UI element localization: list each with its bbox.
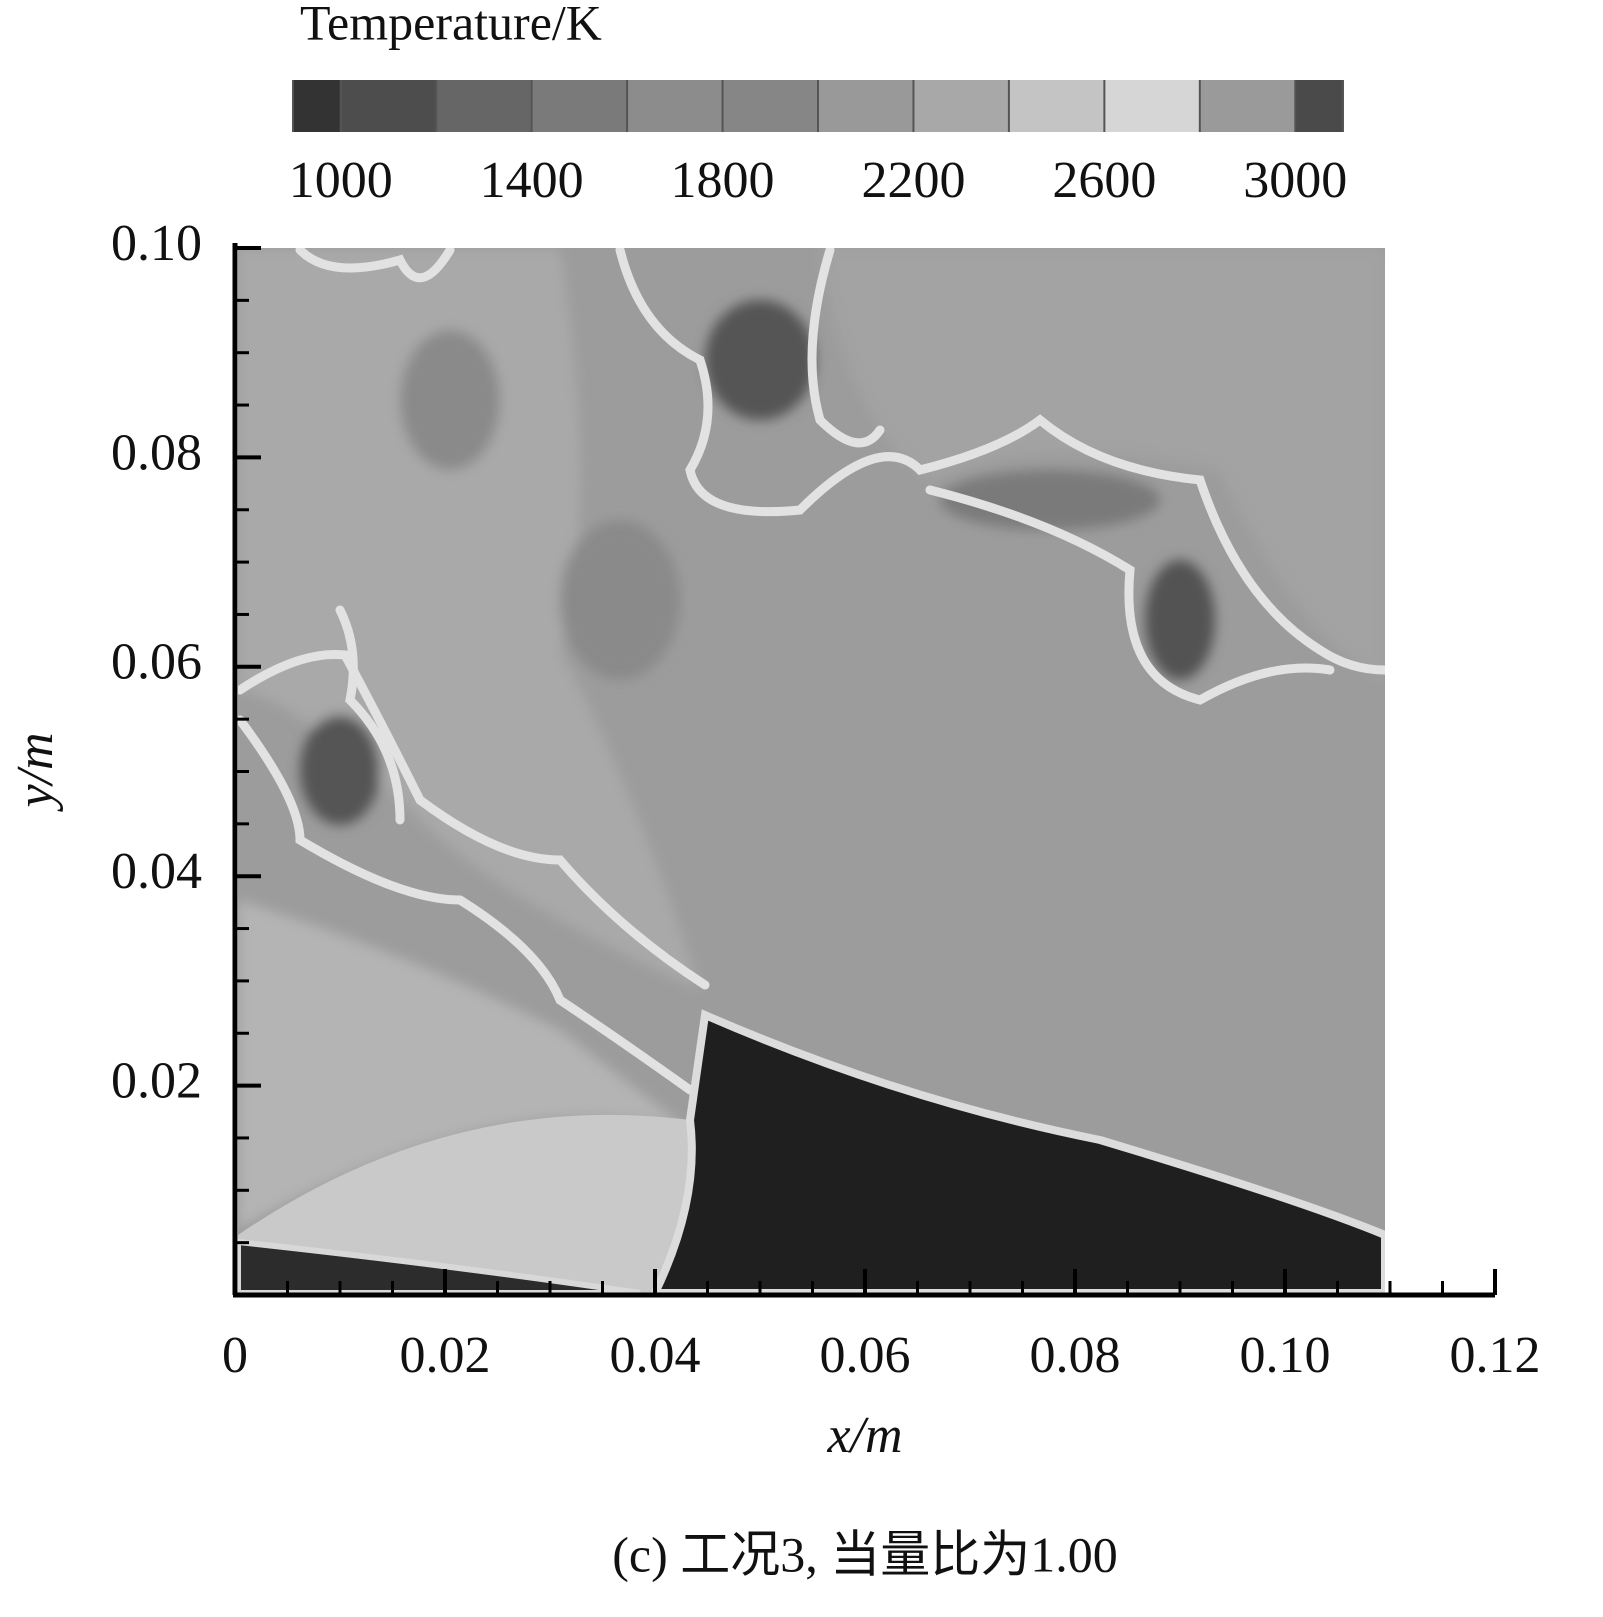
colorbar-band	[531, 80, 628, 132]
colorbar-band	[913, 80, 1009, 132]
x-axis-label: x/m	[826, 1407, 902, 1464]
colorbar-band	[436, 80, 532, 132]
colorbar-tick-label: 2200	[861, 152, 965, 209]
colorbar-band	[340, 80, 437, 132]
y-tick-label: 0.02	[111, 1053, 202, 1110]
colorbar-tick-label: 2600	[1052, 152, 1156, 209]
y-axis-label: y/m	[7, 732, 64, 812]
colorbar-band	[293, 80, 341, 132]
y-tick-label: 0.06	[111, 634, 202, 691]
y-tick-label: 0.08	[111, 424, 202, 481]
colorbar-title: Temperature/K	[300, 0, 602, 50]
colorbar-band	[1199, 80, 1296, 132]
x-tick-label: 0.10	[1240, 1327, 1331, 1384]
colorbar-band	[627, 80, 723, 132]
colorbar-tick-label: 1000	[289, 152, 393, 209]
x-tick-label: 0.06	[820, 1327, 911, 1384]
x-tick-label: 0.04	[610, 1327, 701, 1384]
colorbar: 1000 1400 1800 2200 2600 3000	[289, 80, 1347, 209]
x-tick-label: 0.08	[1030, 1327, 1121, 1384]
colorbar-tick-label: 3000	[1243, 152, 1347, 209]
colorbar-tick-label: 1400	[480, 152, 584, 209]
x-tick-label: 0	[222, 1327, 248, 1384]
colorbar-band	[1008, 80, 1105, 132]
colorbar-band	[1104, 80, 1200, 132]
colorbar-band	[722, 80, 818, 132]
y-tick-label: 0.04	[111, 843, 202, 900]
temperature-field	[238, 248, 1385, 1293]
x-tick-label: 0.02	[400, 1327, 491, 1384]
y-tick-label: 0.10	[111, 215, 202, 272]
colorbar-band	[818, 80, 914, 132]
caption: (c) 工况3, 当量比为1.00	[612, 1526, 1118, 1582]
x-tick-label: 0.12	[1450, 1327, 1541, 1384]
colorbar-band	[1295, 80, 1343, 132]
colorbar-tick-label: 1800	[671, 152, 775, 209]
